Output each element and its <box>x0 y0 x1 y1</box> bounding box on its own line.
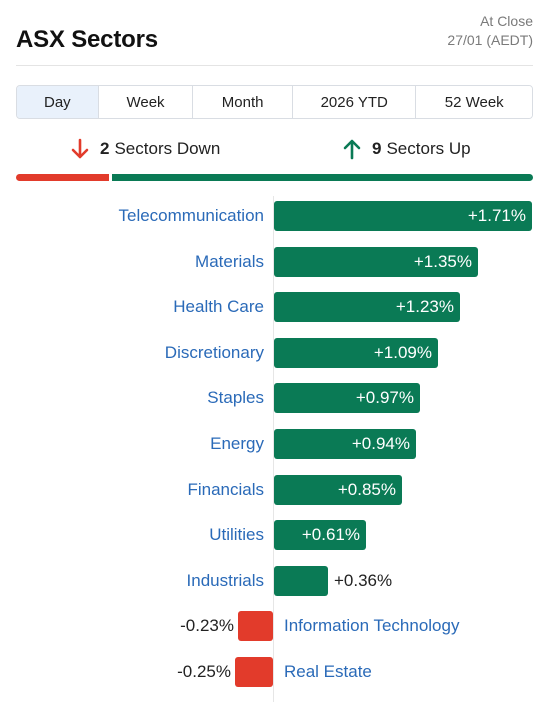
sector-row-staples: Staples +0.97% <box>0 383 547 413</box>
sector-label-materials[interactable]: Materials <box>195 252 264 271</box>
bar-financials[interactable] <box>274 475 402 505</box>
sector-row-financials: Financials +0.85% <box>0 475 547 505</box>
sector-row-information-technology: Information Technology -0.23% <box>0 611 547 641</box>
sector-row-health-care: Health Care +1.23% <box>0 292 547 322</box>
sector-value-staples: +0.97% <box>355 388 414 407</box>
bar-telecommunication[interactable] <box>274 201 532 231</box>
period-tabs: Day Week Month 2026 YTD 52 Week <box>16 85 533 119</box>
sectors-up-count: 9 <box>372 139 382 158</box>
sectors-up-summary: 9 Sectors Up <box>342 138 471 160</box>
sector-value-information-technology: -0.23% <box>180 616 234 635</box>
tab-month[interactable]: Month <box>193 86 293 118</box>
sector-row-materials: Materials +1.35% <box>0 247 547 277</box>
sector-value-financials: +0.85% <box>337 480 396 499</box>
bar-utilities[interactable] <box>274 520 366 550</box>
bar-energy[interactable] <box>274 429 416 459</box>
sector-label-financials[interactable]: Financials <box>187 480 264 499</box>
ratio-up-segment <box>112 174 533 181</box>
sector-label-health-care[interactable]: Health Care <box>173 297 264 316</box>
sectors-down-summary: 2 Sectors Down <box>70 138 220 160</box>
ratio-down-segment <box>16 174 109 181</box>
sector-value-materials: +1.35% <box>413 252 472 271</box>
sector-row-discretionary: Discretionary +1.09% <box>0 338 547 368</box>
bar-information-technology[interactable] <box>238 611 273 641</box>
bar-industrials[interactable] <box>274 566 328 596</box>
sector-row-industrials: Industrials +0.36% <box>0 566 547 596</box>
sector-row-telecommunication: Telecommunication +1.71% <box>0 201 547 231</box>
sector-row-energy: Energy +0.94% <box>0 429 547 459</box>
bar-health-care[interactable] <box>274 292 460 322</box>
sectors-up-label: Sectors Up <box>386 139 471 158</box>
page-title: ASX Sectors <box>16 26 158 53</box>
sector-bar-chart: Telecommunication +1.71% Materials +1.35% He… <box>0 196 547 706</box>
sector-label-energy[interactable]: Energy <box>210 434 264 453</box>
sector-label-information-technology[interactable]: Information Technology <box>284 616 460 635</box>
sector-label-discretionary[interactable]: Discretionary <box>164 343 264 362</box>
tab-2026-ytd[interactable]: 2026 YTD <box>292 86 417 118</box>
sector-row-utilities: Utilities +0.61% <box>0 520 547 550</box>
arrow-down-icon <box>71 138 89 159</box>
market-status: At Close 27/01 (AEDT) <box>447 12 533 50</box>
sector-value-industrials: +0.36% <box>334 571 393 590</box>
sector-row-real-estate: Real Estate -0.25% <box>0 657 547 687</box>
sector-counts: 2 Sectors Down 9 Sectors Up <box>16 138 533 166</box>
sector-label-staples[interactable]: Staples <box>207 388 264 407</box>
up-down-ratio-bar <box>16 174 533 181</box>
tab-52-week[interactable]: 52 Week <box>416 86 532 118</box>
sector-value-telecommunication: +1.71% <box>467 206 526 225</box>
bar-staples[interactable] <box>274 383 420 413</box>
sector-label-utilities[interactable]: Utilities <box>209 525 264 544</box>
status-line-close: At Close <box>480 13 533 29</box>
status-line-date: 27/01 (AEDT) <box>447 32 533 48</box>
bar-discretionary[interactable] <box>274 338 438 368</box>
header: ASX Sectors At Close 27/01 (AEDT) <box>16 10 533 62</box>
header-divider <box>16 65 533 66</box>
sector-label-industrials[interactable]: Industrials <box>186 571 264 590</box>
zero-axis <box>273 196 274 702</box>
sector-label-real-estate[interactable]: Real Estate <box>284 662 372 681</box>
sector-value-discretionary: +1.09% <box>373 343 432 362</box>
sector-value-energy: +0.94% <box>351 434 410 453</box>
tab-day[interactable]: Day <box>17 86 99 118</box>
sector-value-utilities: +0.61% <box>301 525 360 544</box>
sector-label-telecommunication[interactable]: Telecommunication <box>118 206 264 225</box>
sector-value-real-estate: -0.25% <box>177 662 231 681</box>
tab-week[interactable]: Week <box>98 86 194 118</box>
sectors-down-label: Sectors Down <box>114 139 221 158</box>
bar-materials[interactable] <box>274 247 478 277</box>
bar-real-estate[interactable] <box>235 657 273 687</box>
sector-value-health-care: +1.23% <box>395 297 454 316</box>
sectors-down-count: 2 <box>100 139 110 158</box>
arrow-up-icon <box>343 139 361 160</box>
